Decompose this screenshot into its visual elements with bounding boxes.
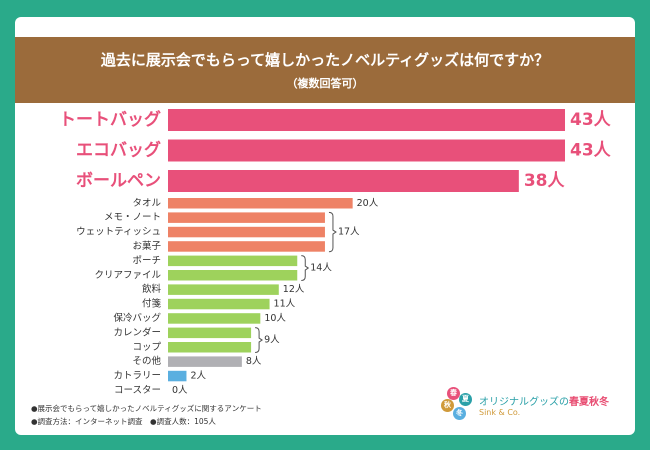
category-label: その他 [132,355,161,367]
footnote-survey: ●展示会でもらって嬉しかったノベルティグッズに関するアンケート [31,404,262,413]
bar [168,327,252,339]
category-label: カレンダー [113,326,161,338]
category-label: 付箋 [142,298,162,310]
value-label: 2人 [190,371,206,382]
category-label: カトラリー [113,371,161,382]
group-value-label: 17人 [338,227,360,238]
value-label: 38人 [524,171,566,191]
category-label: ポーチ [132,255,161,266]
bar [168,284,279,295]
title-banner: 過去に展示会でもらって嬉しかったノベルティグッズは何ですか？ （複数回答可） [15,37,635,103]
category-label: 飲料 [142,283,162,295]
brand-logo: 春 夏 秋 冬 オリジナルグッズの春夏秋冬 Sink & Co. [435,385,625,425]
bar [168,313,261,324]
category-label: コップ [132,342,161,353]
category-label: タオル [132,198,161,209]
value-label: 0人 [172,385,188,396]
bar [168,298,270,310]
category-label: ウェットティッシュ [76,227,161,238]
bar [168,212,325,223]
category-label: ボールペン [76,171,161,191]
footnote-method: ●調査方法：インターネット調査 ●調査人数：105人 [31,417,216,426]
group-bracket [328,211,337,253]
value-label: 8人 [246,356,262,367]
brand-seal-winter: 冬 [453,407,466,420]
category-label: お菓子 [132,240,161,252]
category-label: トートバッグ [59,109,161,130]
bar [168,370,187,382]
bar [168,356,242,367]
bar [168,342,252,353]
chart-subtitle: （複数回答可） [286,77,364,90]
value-label: 43人 [570,110,612,130]
infographic-card: 過去に展示会でもらって嬉しかったノベルティグッズは何ですか？ （複数回答可） ト… [15,17,635,435]
category-label: クリアファイル [94,270,161,281]
bar [168,170,519,192]
bar [168,241,325,252]
value-label: 12人 [283,284,305,295]
value-label: 11人 [274,299,296,310]
brand-seal-summer: 夏 [459,393,472,406]
group-value-label: 14人 [310,263,332,274]
bar [168,109,565,131]
brand-seal-spring: 春 [447,387,460,400]
brand-seal-autumn: 秋 [441,399,454,412]
brand-name: オリジナルグッズの春夏秋冬 [479,393,609,408]
brand-name-prefix: オリジナルグッズの [479,397,569,408]
group-value-label: 9人 [264,335,280,346]
group-bracket [255,327,263,353]
brand-subtitle: Sink & Co. [479,408,521,417]
bar [168,139,565,162]
category-label: コースター [114,385,161,396]
group-bracket [301,255,310,281]
value-label: 10人 [264,313,286,324]
value-label: 20人 [357,198,379,209]
category-label: エコバッグ [76,140,161,161]
category-label: メモ・ノート [104,212,161,223]
chart-title: 過去に展示会でもらって嬉しかったノベルティグッズは何ですか？ [100,51,550,69]
category-label: 保冷バッグ [113,312,161,324]
value-label: 43人 [570,141,612,161]
bar [168,270,298,281]
bar [168,255,298,267]
brand-name-seasons: 春夏秋冬 [569,397,609,408]
bar [168,226,325,238]
bar [168,198,353,209]
